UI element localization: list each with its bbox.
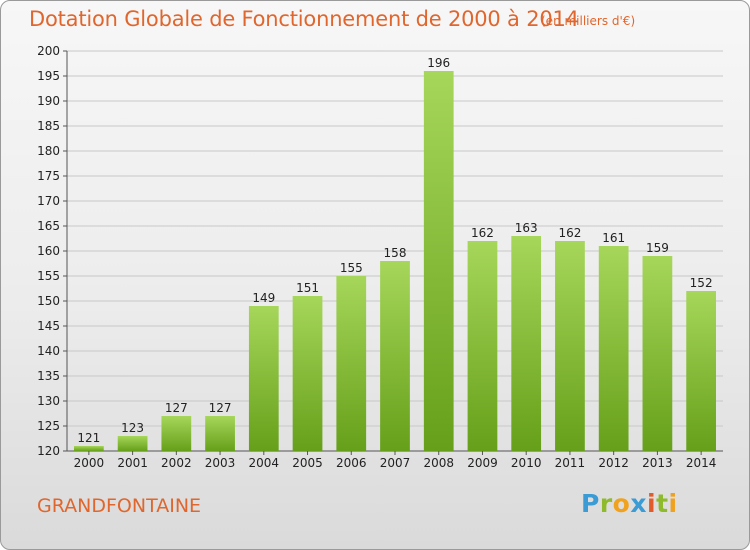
bar xyxy=(292,296,323,451)
logo-letter: t xyxy=(656,489,669,518)
logo-letter: x xyxy=(630,489,647,518)
proxiti-logo: Proxiti xyxy=(581,489,678,518)
bar-value-label: 162 xyxy=(471,226,494,240)
bar xyxy=(511,236,542,451)
logo-letter: i xyxy=(668,489,678,518)
y-tick-label: 145 xyxy=(37,319,60,333)
x-tick-label: 2009 xyxy=(467,456,498,470)
bar xyxy=(642,256,673,451)
x-tick-label: 2011 xyxy=(555,456,586,470)
bar-value-label: 161 xyxy=(602,231,625,245)
bar-value-label: 149 xyxy=(252,291,275,305)
y-tick-label: 150 xyxy=(37,294,60,308)
bar-value-label: 152 xyxy=(690,276,713,290)
y-tick-label: 120 xyxy=(37,444,60,458)
bar xyxy=(161,416,192,451)
x-tick-label: 2012 xyxy=(598,456,629,470)
logo-letter: P xyxy=(581,489,600,518)
bar-value-label: 159 xyxy=(646,241,669,255)
x-tick-label: 2010 xyxy=(511,456,542,470)
bar xyxy=(73,446,104,451)
x-tick-label: 2004 xyxy=(249,456,280,470)
y-tick-label: 180 xyxy=(37,144,60,158)
y-tick-label: 170 xyxy=(37,194,60,208)
bar-value-label: 121 xyxy=(77,431,100,445)
y-tick-label: 175 xyxy=(37,169,60,183)
x-tick-label: 2008 xyxy=(423,456,454,470)
bar-value-label: 196 xyxy=(427,56,450,70)
x-tick-label: 2013 xyxy=(642,456,673,470)
y-tick-label: 160 xyxy=(37,244,60,258)
x-tick-label: 2005 xyxy=(292,456,323,470)
logo-letter: i xyxy=(647,489,657,518)
labels: 120 125 130 135 140 145 150 155 160 165 170 175 180 1… xyxy=(37,44,716,470)
bar xyxy=(117,436,148,451)
y-tick-label: 185 xyxy=(37,119,60,133)
bar-value-label: 123 xyxy=(121,421,144,435)
bars xyxy=(73,71,717,451)
x-tick-label: 2006 xyxy=(336,456,367,470)
chart-title: Dotation Globale de Fonctionnement de 20… xyxy=(29,7,579,31)
chart-unit: (en milliers d'€) xyxy=(541,14,636,28)
x-tick-label: 2001 xyxy=(117,456,148,470)
bar-value-label: 155 xyxy=(340,261,363,275)
bar-value-label: 162 xyxy=(558,226,581,240)
bar xyxy=(336,276,367,451)
bar xyxy=(598,246,629,451)
x-tick-label: 2014 xyxy=(686,456,717,470)
y-tick-label: 130 xyxy=(37,394,60,408)
bar xyxy=(686,291,717,451)
y-tick-label: 195 xyxy=(37,69,60,83)
bar-value-label: 151 xyxy=(296,281,319,295)
bar xyxy=(248,306,279,451)
bar xyxy=(467,241,498,451)
y-tick-label: 135 xyxy=(37,369,60,383)
x-tick-label: 2007 xyxy=(380,456,411,470)
commune-name: GRANDFONTAINE xyxy=(37,495,202,517)
y-tick-label: 165 xyxy=(37,219,60,233)
bar-value-label: 127 xyxy=(209,401,232,415)
x-tick-label: 2000 xyxy=(74,456,105,470)
y-tick-label: 140 xyxy=(37,344,60,358)
x-tick-label: 2002 xyxy=(161,456,192,470)
bar-value-label: 127 xyxy=(165,401,188,415)
y-tick-label: 155 xyxy=(37,269,60,283)
bar xyxy=(423,71,454,451)
bar-value-label: 158 xyxy=(384,246,407,260)
bar xyxy=(380,261,410,451)
x-tick-label: 2003 xyxy=(205,456,236,470)
bar xyxy=(205,416,235,451)
y-tick-label: 190 xyxy=(37,94,60,108)
y-tick-label: 200 xyxy=(37,44,60,58)
logo-letter: r xyxy=(599,489,613,518)
y-tick-label: 125 xyxy=(37,419,60,433)
logo-letter: o xyxy=(612,489,631,518)
bar-value-label: 163 xyxy=(515,221,538,235)
bar xyxy=(555,241,585,451)
